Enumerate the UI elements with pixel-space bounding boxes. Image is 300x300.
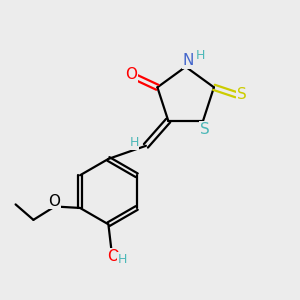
Text: O: O bbox=[107, 249, 119, 264]
Text: S: S bbox=[237, 87, 247, 102]
Text: H: H bbox=[196, 49, 205, 62]
Text: O: O bbox=[125, 67, 137, 82]
Text: H: H bbox=[129, 136, 139, 149]
Text: O: O bbox=[48, 194, 60, 208]
Text: H: H bbox=[118, 253, 127, 266]
Text: N: N bbox=[183, 53, 194, 68]
Text: S: S bbox=[200, 122, 209, 137]
